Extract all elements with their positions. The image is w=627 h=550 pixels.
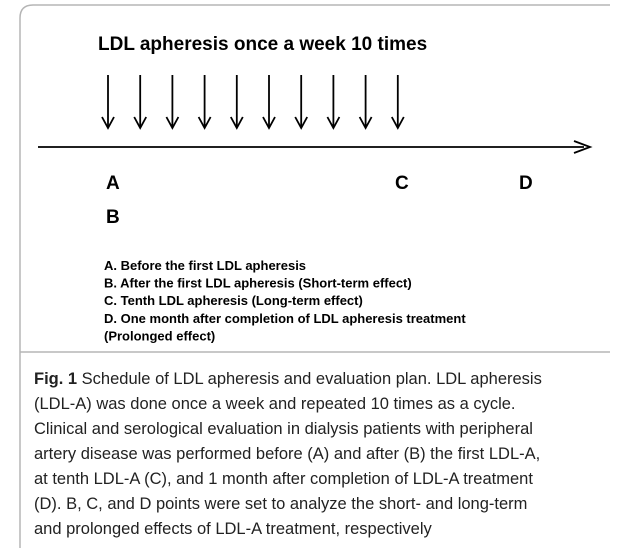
legend: A. Before the first LDL apheresis B. Afte… (104, 258, 466, 343)
caption-text: artery disease was performed before (A) … (34, 445, 540, 463)
legend-item: B. After the first LDL apheresis (Short-… (104, 276, 412, 291)
point-label: C (395, 173, 409, 194)
arrow-head (358, 116, 373, 130)
caption-text: at tenth LDL-A (C), and 1 month after co… (34, 470, 533, 488)
caption-line: Clinical and serological evaluation in d… (34, 420, 533, 438)
legend-item: C. Tenth LDL apheresis (Long-term effect… (104, 293, 363, 308)
caption-line: artery disease was performed before (A) … (34, 445, 540, 463)
legend-item: A. Before the first LDL apheresis (104, 258, 306, 273)
arrow-head (197, 116, 212, 130)
arrow-head (133, 116, 147, 130)
arrow-head (262, 116, 276, 130)
arrow-head (165, 116, 180, 130)
caption: Fig. 1 Schedule of LDL apheresis and eva… (34, 370, 542, 538)
point-label: D (519, 173, 533, 194)
frame (19, 4, 610, 548)
caption-line: and prolonged effects of LDL-A treatment… (34, 520, 433, 538)
caption-line: (D). B, C, and D points were set to anal… (34, 495, 527, 513)
timeline-arrowhead (573, 140, 593, 154)
caption-label: Fig. 1 (34, 370, 77, 388)
caption-text: Schedule of LDL apheresis and evaluation… (77, 370, 542, 388)
caption-line: (LDL-A) was done once a week and repeate… (34, 395, 516, 413)
diagram-title: LDL apheresis once a week 10 times (98, 34, 427, 55)
arrow-head (391, 116, 405, 130)
session-arrows (101, 75, 405, 130)
arrow-head (326, 116, 341, 130)
caption-text: Clinical and serological evaluation in d… (34, 420, 533, 438)
arrow-head (294, 116, 308, 130)
point-label: B (106, 207, 120, 228)
point-label: A (106, 173, 120, 194)
arrow-head (230, 116, 244, 130)
caption-text: and prolonged effects of LDL-A treatment… (34, 520, 433, 538)
arrow-head (101, 116, 115, 130)
caption-line: Fig. 1 Schedule of LDL apheresis and eva… (34, 370, 542, 388)
caption-text: (LDL-A) was done once a week and repeate… (34, 395, 516, 413)
legend-item: (Prolonged effect) (104, 328, 215, 343)
legend-item: D. One month after completion of LDL aph… (104, 311, 466, 326)
caption-line: at tenth LDL-A (C), and 1 month after co… (34, 470, 533, 488)
caption-text: (D). B, C, and D points were set to anal… (34, 495, 527, 513)
